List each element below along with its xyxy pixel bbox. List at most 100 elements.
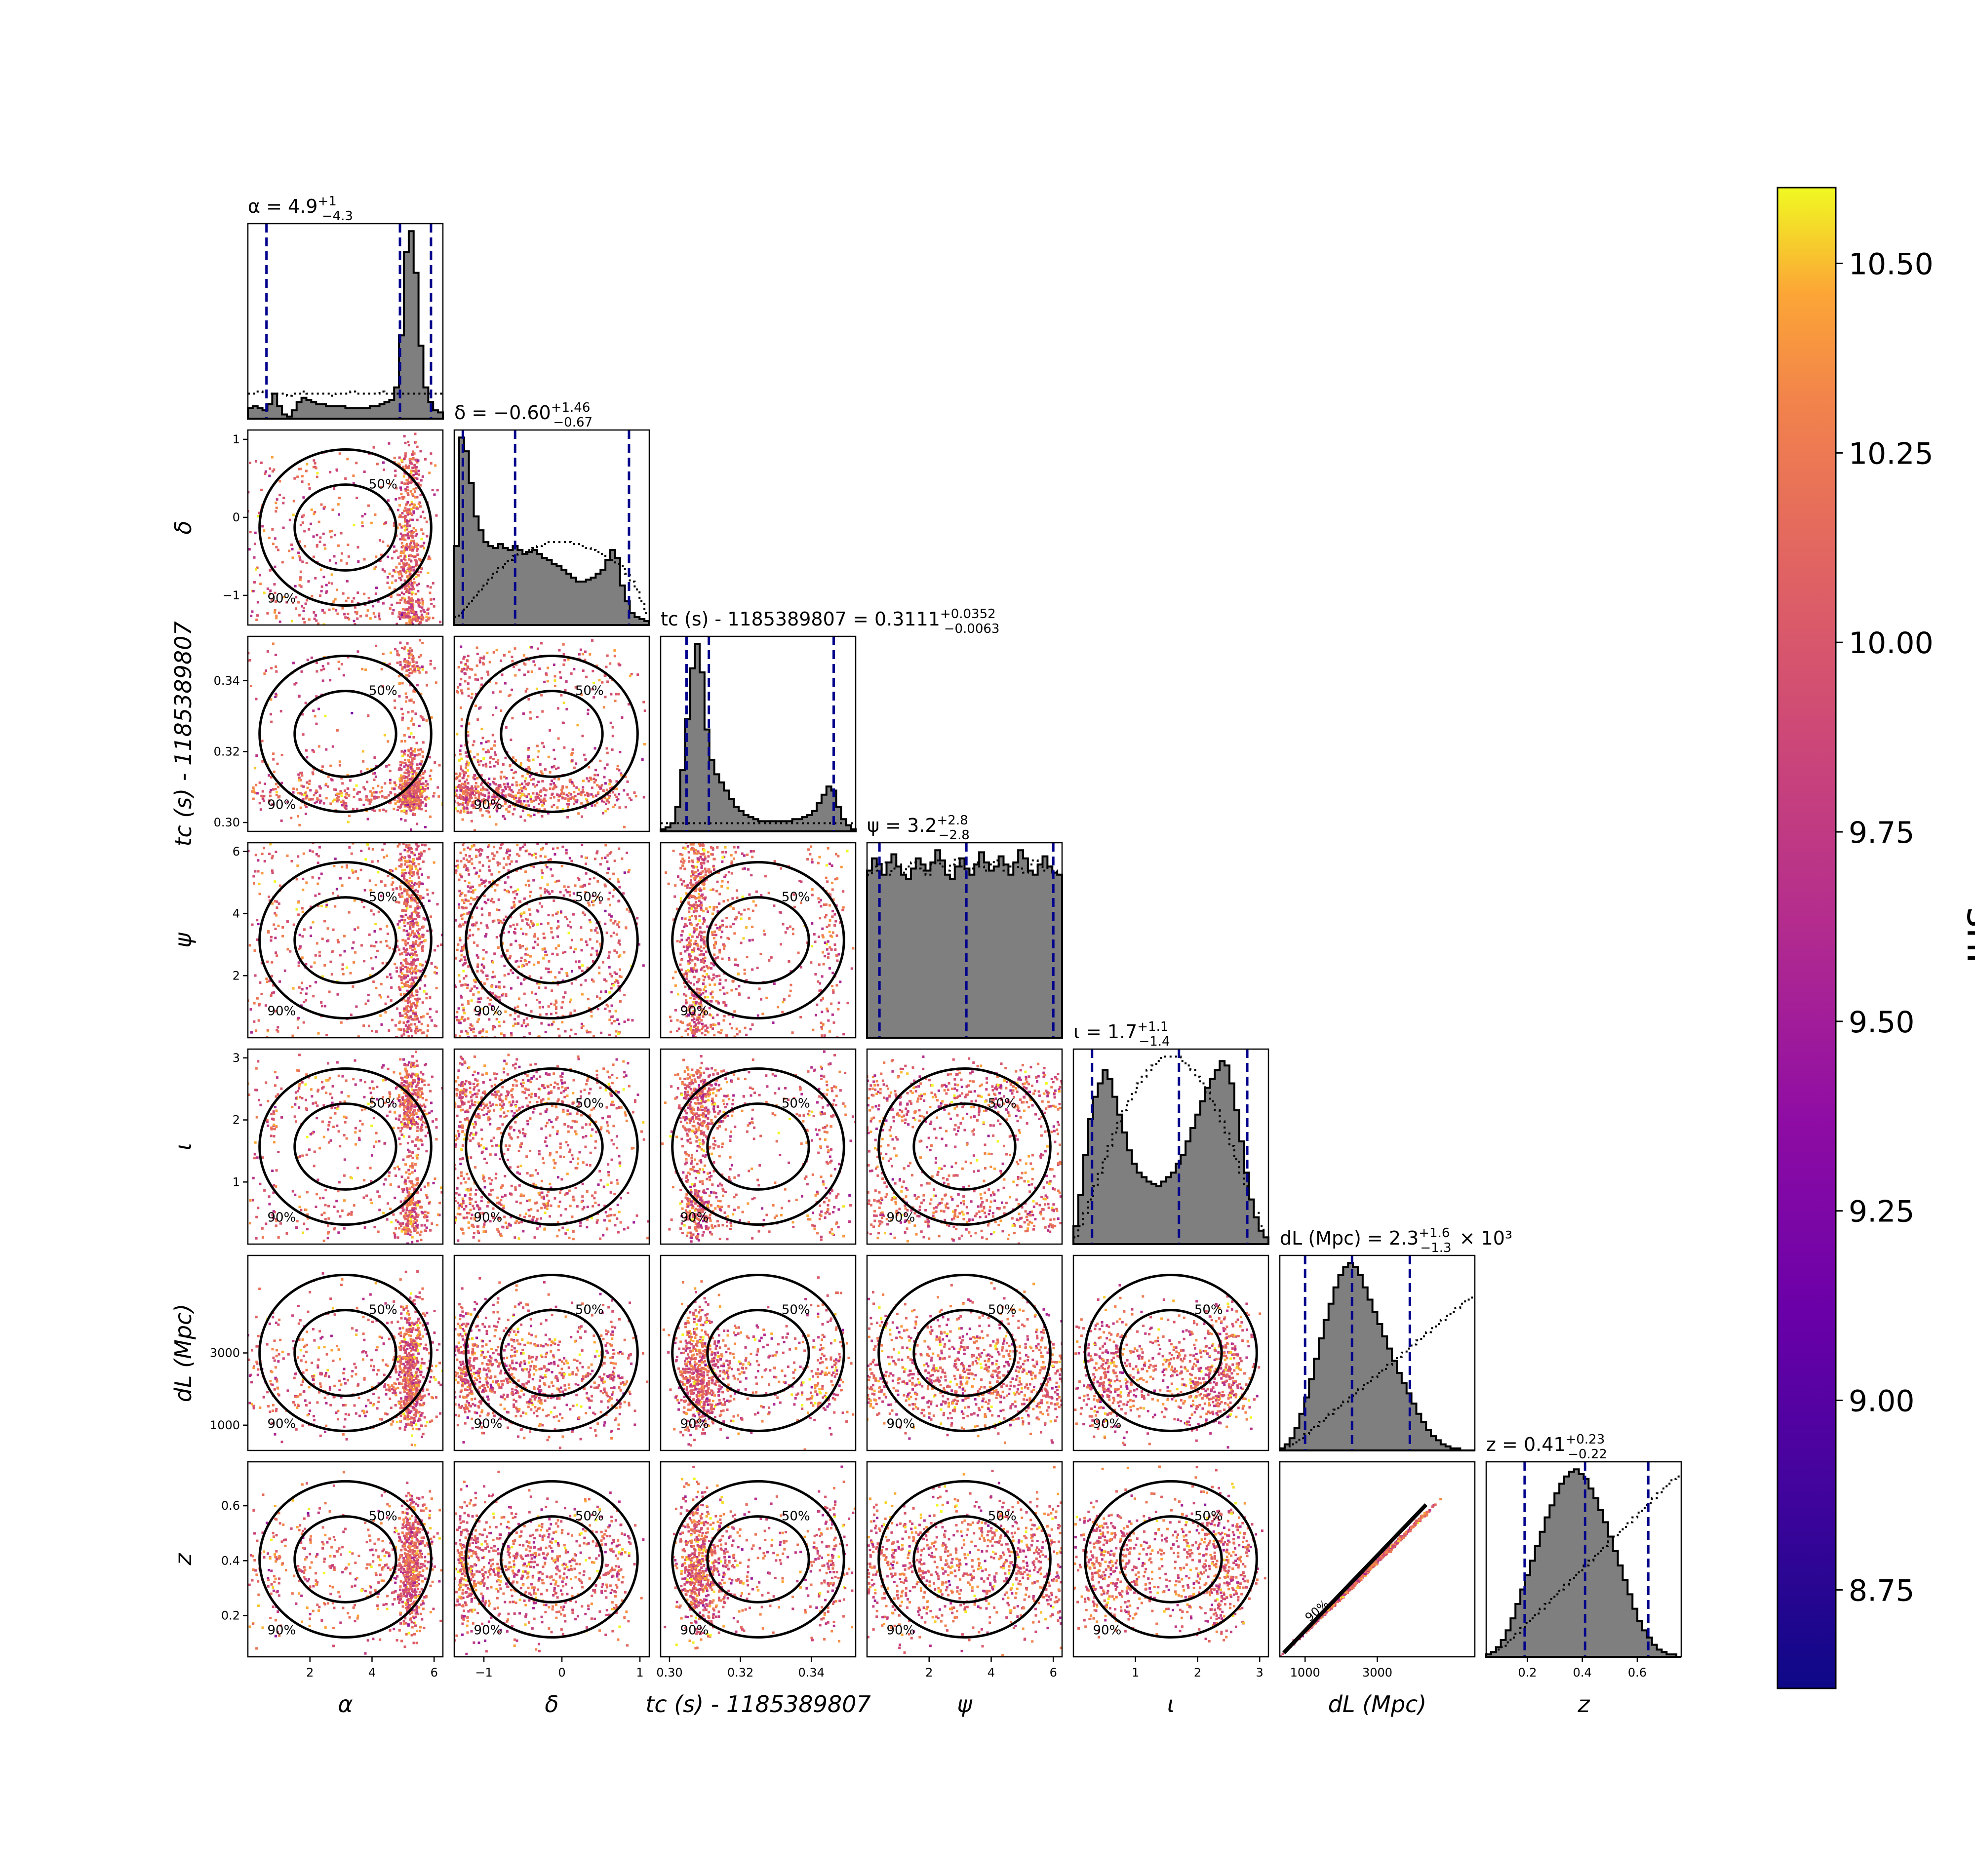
contour-50-delta-dl <box>500 1309 604 1397</box>
ylabel-delta: δ <box>170 520 197 534</box>
contour-label-90-delta-z: 90% <box>474 1623 503 1638</box>
contour-label-90-delta-tc: 90% <box>474 798 503 813</box>
xtick-label-z-2: 0.6 <box>1628 1666 1647 1680</box>
xtick-label-iota-1: 2 <box>1194 1666 1201 1680</box>
frame-delta-psi <box>453 842 650 1039</box>
panel-hist-z: z = 0.41+0.23 −0.22 <box>1485 1432 1682 1658</box>
contour-50-tc-psi <box>706 896 810 984</box>
contour-label-90-tc-z: 90% <box>680 1623 709 1638</box>
scatter-points-iota-dl <box>1074 1274 1262 1449</box>
panel-scatter-psi-z: 50% 90% <box>866 1461 1063 1658</box>
contour-label-90-alpha-dl: 90% <box>268 1417 296 1432</box>
scatter-points-alpha-psi <box>248 843 443 1038</box>
xlabel-psi: ψ <box>957 1691 973 1718</box>
contour-50-alpha-z <box>293 1515 397 1603</box>
frame-hist-delta <box>453 429 650 626</box>
panel-hist-dl: dL (Mpc) = 2.3+1.6 −1.3 × 10³ <box>1279 1226 1512 1451</box>
colorbar-label: snr <box>1958 907 1975 969</box>
colorbar-tick-label-0: 8.75 <box>1849 1573 1915 1608</box>
scatter-points-alpha-iota <box>248 1050 443 1244</box>
xtick-label-delta-1: 0 <box>558 1666 565 1680</box>
scatter-points-psi-z <box>867 1466 1062 1657</box>
ytick-label-iota-2: 3 <box>233 1051 240 1065</box>
contour-label-90-psi-iota: 90% <box>887 1211 915 1225</box>
title-psi: ψ = 3.2+2.8 −2.8 <box>867 813 970 843</box>
xtick-label-z-1: 0.4 <box>1573 1666 1592 1680</box>
contour-label-90-tc-psi: 90% <box>680 1004 709 1019</box>
panel-scatter-tc-iota: 50% 90% <box>660 1048 857 1245</box>
panel-scatter-delta-dl: 50% 90% <box>453 1254 650 1451</box>
contour-50-psi-dl <box>912 1309 1017 1397</box>
panel-scatter-tc-dl: 50% 90% <box>660 1254 857 1451</box>
frame-delta-dl <box>453 1254 650 1451</box>
frame-tc-z <box>660 1461 857 1658</box>
contour-label-50-delta-z: 50% <box>575 1509 604 1524</box>
xtick-label-iota-0: 1 <box>1132 1666 1139 1680</box>
hist-iota <box>1072 1060 1269 1245</box>
contour-label-90-psi-z: 90% <box>887 1623 915 1638</box>
contour-50-alpha-dl <box>293 1309 397 1397</box>
colorbar-tick-label-5: 10.00 <box>1849 626 1934 661</box>
ylabel-dl: dL (Mpc) <box>170 1304 197 1403</box>
frame-delta-iota <box>453 1048 650 1245</box>
contour-50-tc-z <box>706 1515 810 1603</box>
xtick-label-iota-2: 3 <box>1256 1666 1264 1680</box>
contour-50-alpha-delta <box>293 483 397 572</box>
frame-alpha-z <box>247 1461 444 1658</box>
ytick-label-iota-0: 1 <box>233 1175 240 1189</box>
scatter-points-dl-z <box>1280 1498 1442 1657</box>
contour-90-psi-dl <box>877 1274 1052 1432</box>
panel-scatter-delta-tc: 50% 90% <box>453 635 650 832</box>
ytick-label-delta-1: 0 <box>233 510 240 524</box>
xtick-label-tc-1: 0.32 <box>727 1666 753 1680</box>
xtick-label-dl-0: 1000 <box>1290 1666 1320 1680</box>
scatter-points-delta-z <box>454 1470 645 1655</box>
title-iota: ι = 1.7+1.1 −1.4 <box>1073 1019 1170 1049</box>
xlabel-alpha: α <box>338 1691 353 1718</box>
contour-label-90-alpha-psi: 90% <box>268 1004 296 1019</box>
contour-label-50-iota-z: 50% <box>1194 1509 1223 1524</box>
title-delta: δ = −0.60+1.46 −0.67 <box>454 400 592 430</box>
frame-iota-z <box>1072 1461 1269 1658</box>
scatter-points-psi-iota <box>867 1055 1062 1244</box>
contour-90-alpha-psi <box>258 861 433 1019</box>
frame-tc-iota <box>660 1048 857 1245</box>
contour-label-50-alpha-delta: 50% <box>369 477 397 492</box>
contour-50-delta-z <box>500 1515 604 1603</box>
ylabel-psi: ψ <box>170 932 197 948</box>
scatter-points-alpha-dl <box>248 1270 443 1446</box>
colorbar-tick-label-4: 9.75 <box>1849 816 1915 850</box>
contour-label-50-alpha-psi: 50% <box>369 890 397 905</box>
panel-scatter-delta-iota: 50% 90% <box>453 1048 650 1245</box>
contour-label-50-iota-dl: 50% <box>1194 1303 1223 1318</box>
xtick-label-alpha-1: 4 <box>368 1666 376 1680</box>
contour-label-90-iota-z: 90% <box>1093 1623 1122 1638</box>
contour-50-delta-iota <box>500 1102 604 1191</box>
snr-colorbar: 8.75 9.00 9.25 9.50 9.75 10.00 10.25 10.50 snr <box>1777 187 1975 1689</box>
frame-psi-z <box>866 1461 1063 1658</box>
contour-label-50-tc-psi: 50% <box>782 890 810 905</box>
hist-dl <box>1279 1262 1475 1451</box>
contour-90-alpha-z <box>258 1480 433 1639</box>
panel-scatter-alpha-delta: 50% 90% <box>247 429 444 626</box>
ytick-label-tc-2: 0.34 <box>214 674 240 688</box>
scatter-points-delta-iota <box>454 1054 649 1242</box>
frame-tc-psi <box>660 842 857 1039</box>
contour-50-iota-z <box>1119 1515 1223 1603</box>
colorbar-tick-label-2: 9.25 <box>1849 1195 1915 1229</box>
prior-iota <box>1073 1055 1268 1239</box>
contour-50-delta-psi <box>500 896 604 984</box>
contour-90-delta-psi <box>465 861 639 1019</box>
ytick-label-tc-1: 0.32 <box>214 744 240 758</box>
panel-hist-alpha: α = 4.9+1 −4.3 <box>247 194 444 420</box>
ytick-label-dl-1: 3000 <box>210 1346 240 1360</box>
contour-label-50-tc-iota: 50% <box>782 1096 810 1111</box>
xlabel-delta: δ <box>545 1691 558 1718</box>
scatter-points-psi-dl <box>867 1274 1062 1444</box>
contour-50-psi-iota <box>912 1102 1017 1191</box>
ytick-label-dl-0: 1000 <box>210 1418 240 1432</box>
panel-scatter-psi-dl: 50% 90% <box>866 1254 1063 1451</box>
xlabel-iota: ι <box>1167 1691 1175 1718</box>
contour-label-90-delta-dl: 90% <box>474 1417 503 1432</box>
xtick-label-psi-1: 4 <box>988 1666 995 1680</box>
